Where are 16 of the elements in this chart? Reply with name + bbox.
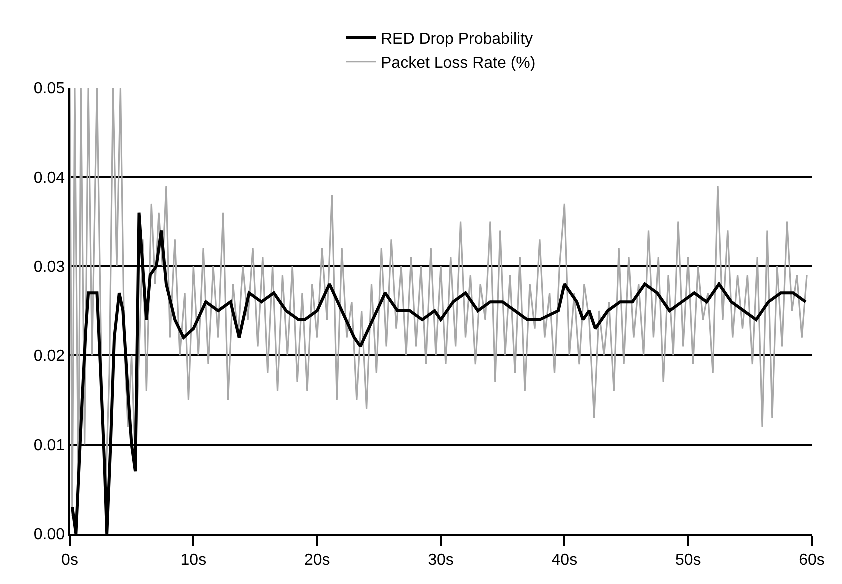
x-tick-label: 50s [675,552,702,569]
x-tick-label: 10s [180,552,207,569]
line-series [70,88,808,517]
x-tick-label: 60s [799,552,825,569]
x-tick-label: 40s [552,552,578,569]
y-tick-label: 0.04 [34,170,66,187]
x-tick-label: 30s [428,552,454,569]
y-tick-label: 0.00 [34,526,66,544]
y-tick-label: 0.05 [34,80,66,98]
y-tick-label: 0.01 [34,437,66,454]
y-tick-label: 0.02 [34,348,66,366]
y-tick-label: 0.03 [34,259,66,276]
legend-label: Packet Loss Rate (%) [381,55,536,72]
x-tick-label: 20s [304,552,330,569]
x-tick-label: 0s [62,552,78,569]
legend-label: RED Drop Probability [381,31,534,48]
